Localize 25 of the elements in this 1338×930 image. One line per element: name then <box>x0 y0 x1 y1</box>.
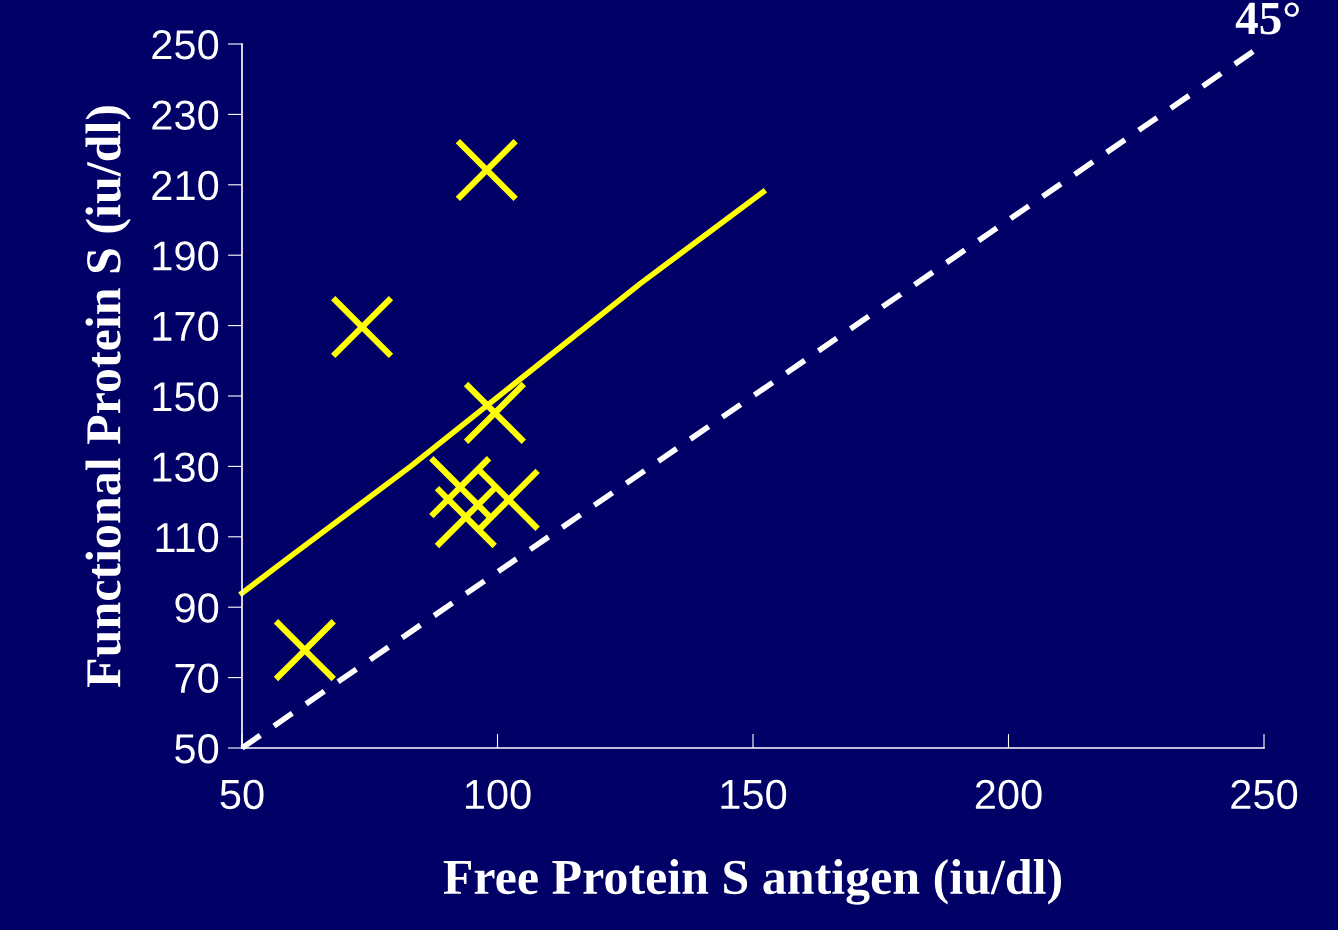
y-tick-label: 190 <box>153 241 219 271</box>
y-tick-label: 110 <box>156 522 219 553</box>
y-tick-label: 170 <box>153 311 219 342</box>
y-tick-label: 250 <box>152 30 219 60</box>
x-axis-title: Free Protein S antigen (iu/dl) <box>443 859 1062 905</box>
y-tick-label: 230 <box>152 100 219 130</box>
point <box>477 468 540 531</box>
y-tick-label: 70 <box>175 663 219 694</box>
point <box>331 295 394 359</box>
point <box>463 381 526 444</box>
annotation: 45° <box>1235 2 1299 35</box>
point <box>434 486 497 549</box>
x-tick-label: 250 <box>1231 779 1298 810</box>
y-tick-label: 130 <box>153 452 219 482</box>
y-tick-label: 150 <box>153 382 219 412</box>
y-tick-label: 50 <box>175 734 219 764</box>
y-tick-label: 90 <box>175 593 219 623</box>
x-tick-label: 150 <box>721 779 787 810</box>
y-axis-title: Functional Protein S (iu/dl) <box>85 106 131 688</box>
y-tick-label: 210 <box>152 170 219 201</box>
point <box>455 138 518 202</box>
x-tick-label: 200 <box>975 779 1042 810</box>
x-tick-label: 100 <box>465 779 531 810</box>
point <box>273 619 336 682</box>
x-tick-label: 50 <box>220 779 264 810</box>
